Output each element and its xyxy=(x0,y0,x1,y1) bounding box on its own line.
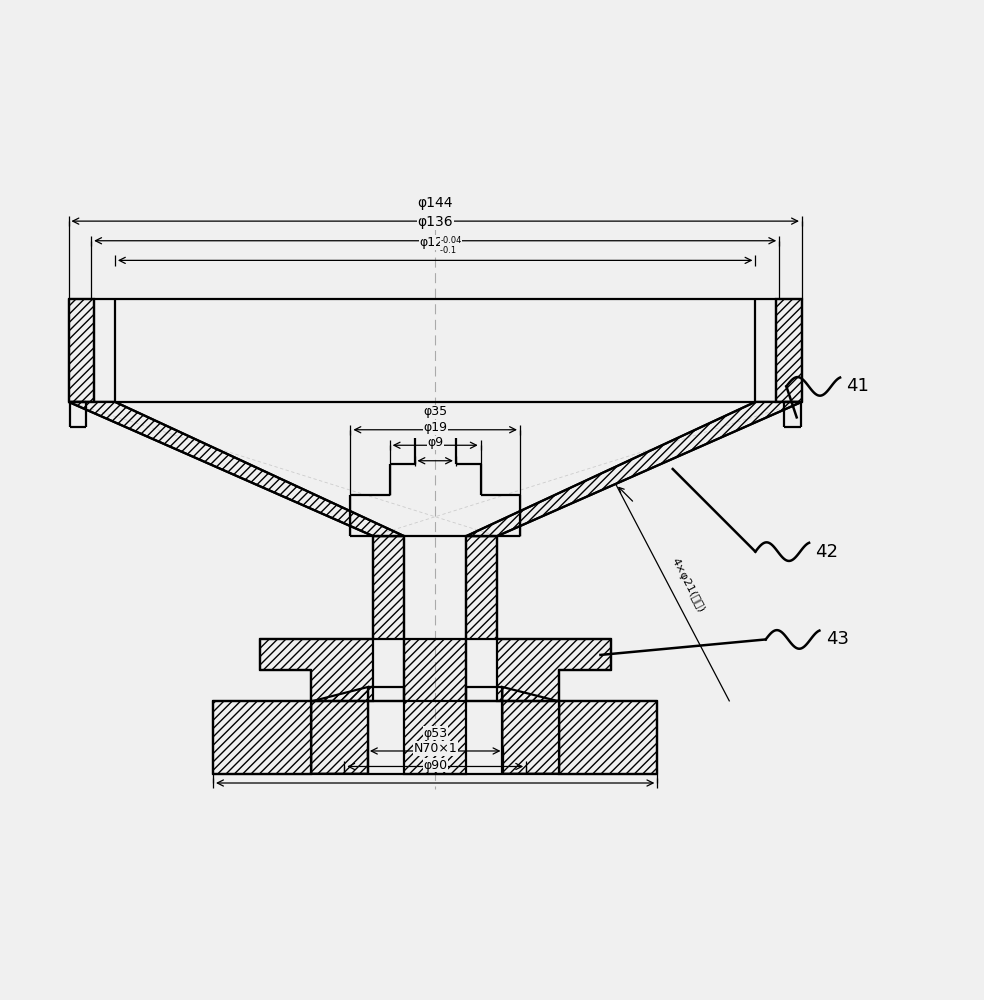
Text: φ144: φ144 xyxy=(417,196,453,210)
Text: φ136: φ136 xyxy=(417,215,453,229)
Text: -0.04
-0.1: -0.04 -0.1 xyxy=(441,236,461,255)
Text: φ35: φ35 xyxy=(423,405,448,418)
Text: N70×1: N70×1 xyxy=(413,742,457,755)
Text: 42: 42 xyxy=(816,543,838,561)
Text: φ129: φ129 xyxy=(419,236,451,249)
Text: φ90: φ90 xyxy=(423,759,448,772)
Text: φ9: φ9 xyxy=(427,436,443,449)
Text: 41: 41 xyxy=(846,377,869,395)
Text: 43: 43 xyxy=(826,630,848,648)
Text: φ53: φ53 xyxy=(423,727,448,740)
Text: 4×φ21(均布): 4×φ21(均布) xyxy=(669,557,706,614)
Text: φ19: φ19 xyxy=(423,421,447,434)
